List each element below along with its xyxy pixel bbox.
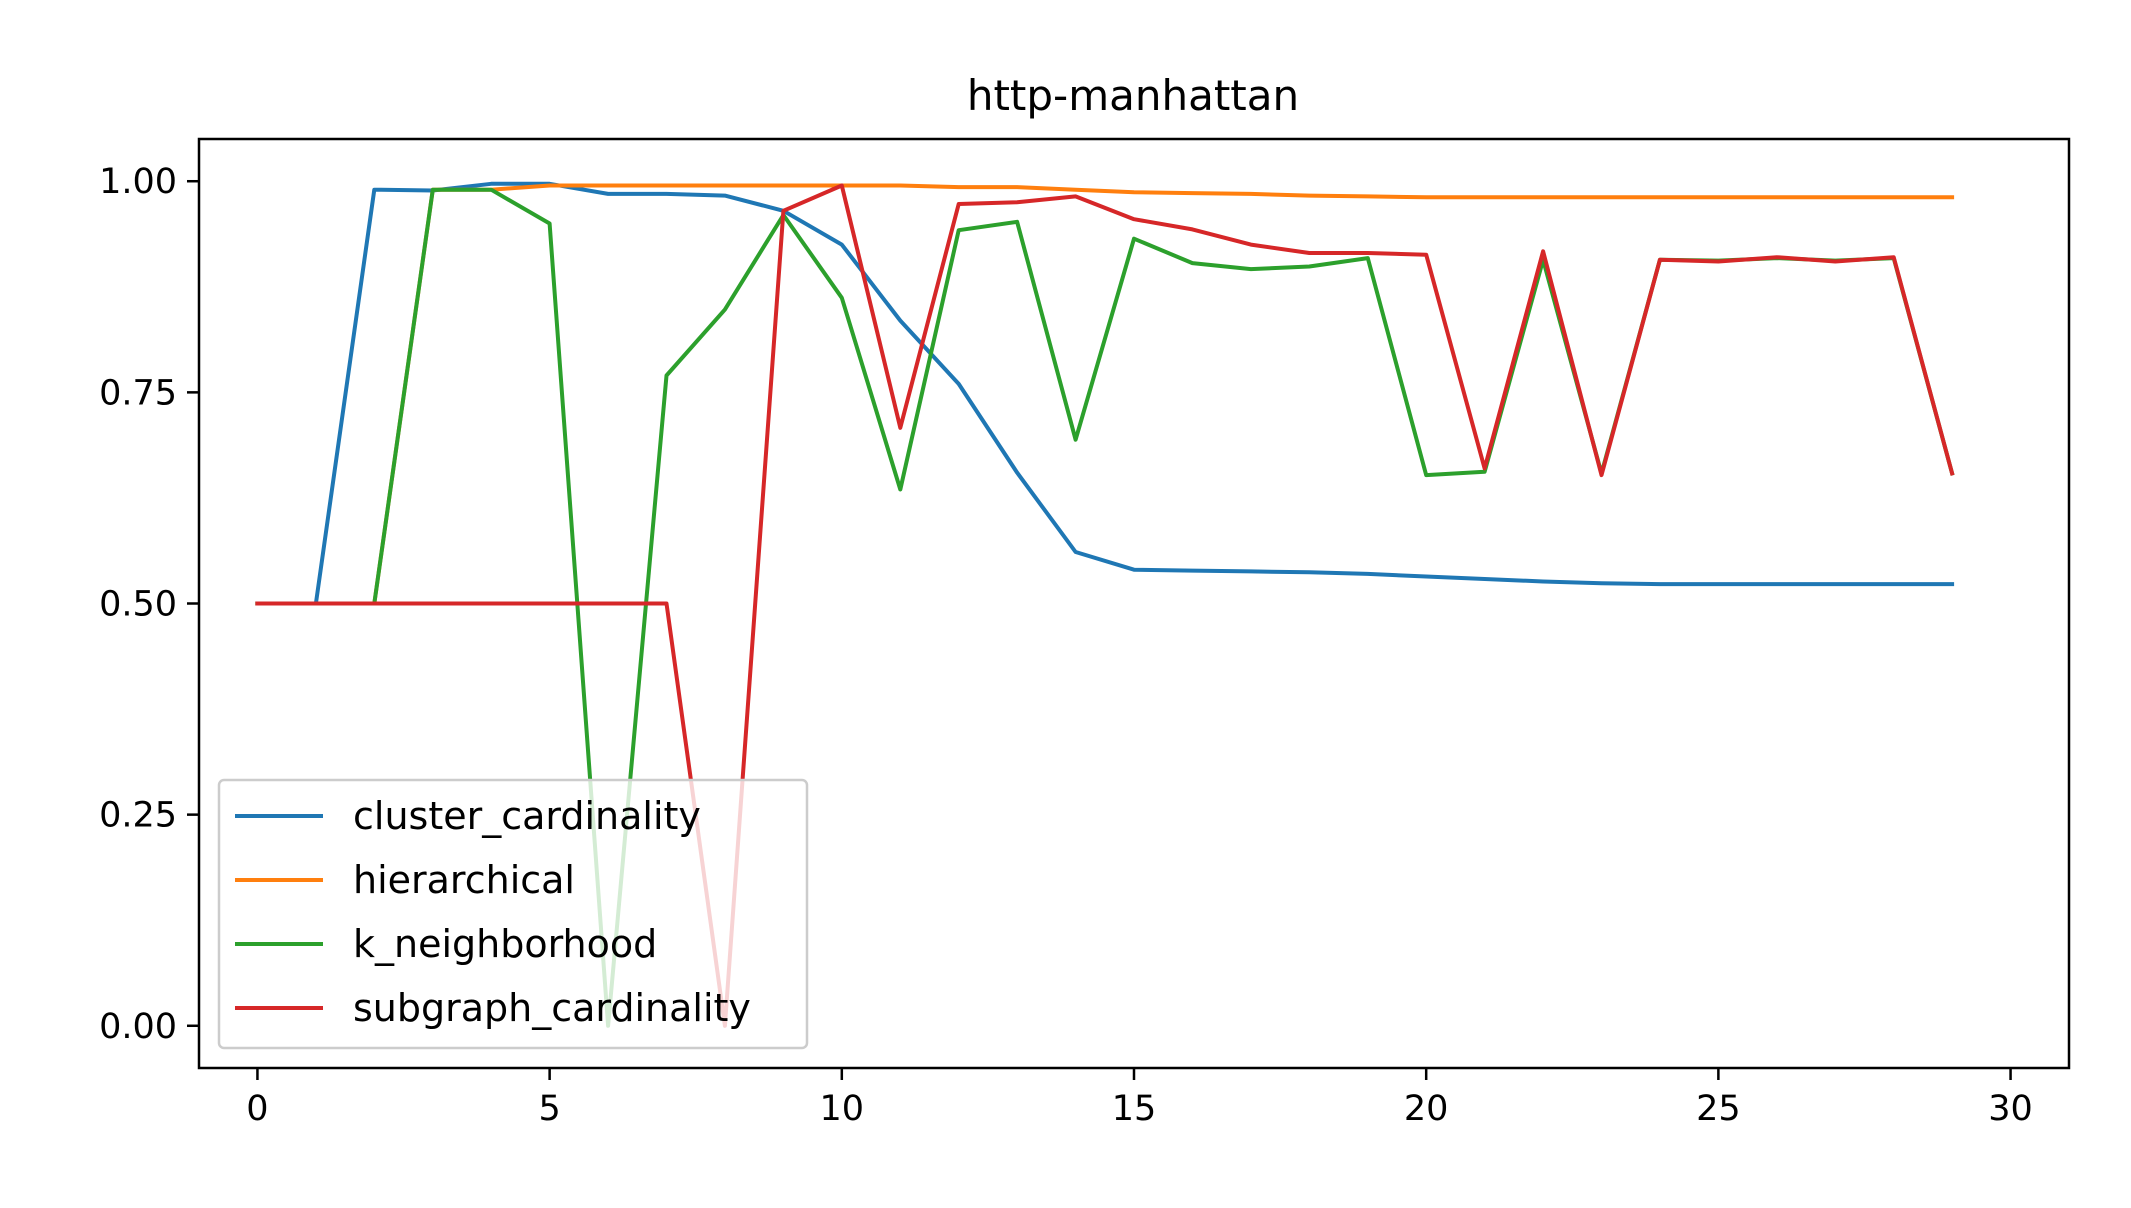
legend-label: subgraph_cardinality — [353, 986, 751, 1030]
legend-label: cluster_cardinality — [353, 794, 701, 838]
legend-label: k_neighborhood — [353, 922, 657, 966]
x-tick-label: 15 — [1112, 1089, 1157, 1129]
y-tick-label: 0.25 — [99, 796, 177, 836]
chart-title: http-manhattan — [967, 71, 1299, 120]
series-line-hierarchical — [255, 183, 1955, 606]
y-tick-label: 1.00 — [99, 162, 177, 202]
x-tick-label: 25 — [1696, 1089, 1741, 1129]
axes-layer: 0 5 10 15 20 25 30 0.00 0.25 0.50 0.75 1.00 — [99, 137, 2071, 1129]
legend-label: hierarchical — [353, 858, 575, 902]
legend-box — [217, 778, 809, 1050]
y-tick-label: 0.00 — [99, 1007, 177, 1047]
legend: cluster_cardinality hierarchical k_neighbo… — [217, 778, 809, 1050]
y-tick-label: 0.50 — [99, 585, 177, 625]
x-tick-label: 10 — [820, 1089, 865, 1129]
x-tick-label: 20 — [1404, 1089, 1449, 1129]
x-tick-label: 0 — [246, 1089, 268, 1129]
y-tick-label: 0.75 — [99, 373, 177, 413]
x-tick-label: 5 — [538, 1089, 560, 1129]
x-tick-label: 30 — [1988, 1089, 2033, 1129]
series-line-subgraph-cardinality — [255, 183, 1955, 1028]
series-layer — [255, 181, 1955, 1028]
series-line-cluster-cardinality — [255, 181, 1955, 606]
